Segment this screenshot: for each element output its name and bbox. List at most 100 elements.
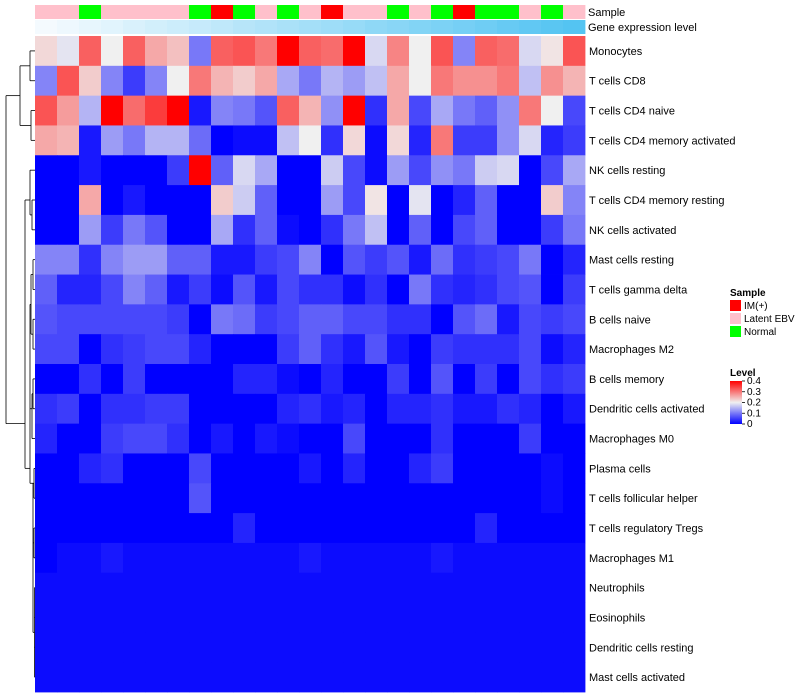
heatmap-cell [145, 423, 168, 454]
heatmap-cell [541, 513, 564, 544]
heatmap-cell [145, 662, 168, 693]
heatmap-cell [167, 453, 190, 484]
heatmap-cell [167, 393, 190, 425]
heatmap-cell [497, 423, 520, 454]
expression-annotation-cell [57, 20, 80, 34]
heatmap-cell [189, 95, 212, 126]
sample-annotation-cell [101, 5, 124, 19]
sample-annotation-cell [79, 5, 102, 19]
heatmap-cell [343, 214, 366, 246]
heatmap-cell [57, 662, 80, 693]
heatmap-cell [233, 334, 256, 365]
heatmap-cell [431, 513, 454, 544]
heatmap-cell [123, 513, 146, 544]
heatmap-cell [145, 214, 168, 246]
heatmap-cell [343, 572, 366, 603]
heatmap-cell [475, 244, 498, 275]
heatmap-cell [475, 185, 498, 216]
heatmap-cells [35, 36, 586, 693]
heatmap-cell [365, 125, 388, 156]
row-label: Monocytes [589, 46, 643, 58]
heatmap-cell [79, 513, 102, 544]
heatmap-cell [233, 453, 256, 484]
heatmap-cell [79, 36, 102, 67]
heatmap-cell [189, 632, 212, 663]
heatmap-cell [233, 95, 256, 126]
heatmap-cell [541, 453, 564, 484]
expression-annotation-cell [453, 20, 476, 34]
heatmap-cell [145, 513, 168, 544]
sample-annotation-bar [35, 5, 586, 19]
row-label: T cells CD8 [589, 76, 646, 88]
heatmap-cell [563, 244, 586, 275]
heatmap-cell [299, 36, 322, 67]
heatmap-cell [123, 542, 146, 574]
heatmap-cell [453, 572, 476, 603]
heatmap-cell [387, 36, 410, 67]
heatmap-cell [167, 602, 190, 633]
heatmap-cell [167, 214, 190, 246]
heatmap-cell [233, 244, 256, 275]
heatmap-cell [453, 393, 476, 425]
heatmap-cell [409, 542, 432, 574]
heatmap-cell [299, 185, 322, 216]
heatmap-cell [541, 65, 564, 97]
sample-annotation-cell [35, 5, 58, 19]
heatmap-cell [277, 36, 300, 67]
row-label: Neutrophils [589, 583, 645, 595]
heatmap-cell [79, 364, 102, 395]
heatmap-cell [563, 36, 586, 67]
heatmap-cell [167, 244, 190, 275]
heatmap-cell [145, 95, 168, 126]
row-label: Eosinophils [589, 612, 646, 624]
heatmap-cell [541, 125, 564, 156]
heatmap-cell [145, 453, 168, 484]
heatmap-cell [343, 423, 366, 454]
heatmap-cell [255, 95, 278, 126]
heatmap-cell [211, 36, 234, 67]
heatmap-cell [563, 542, 586, 574]
heatmap-cell [563, 364, 586, 395]
row-label: Dendritic cells resting [589, 642, 694, 654]
heatmap-cell [255, 453, 278, 484]
heatmap-cell [101, 632, 124, 663]
heatmap-cell [497, 304, 520, 335]
heatmap-cell [365, 483, 388, 514]
heatmap-cell [277, 65, 300, 97]
heatmap-cell [431, 632, 454, 663]
heatmap-cell [255, 662, 278, 693]
heatmap-cell [35, 602, 58, 633]
heatmap-cell [453, 334, 476, 365]
heatmap-cell [277, 602, 300, 633]
heatmap-cell [255, 632, 278, 663]
row-label: B cells naive [589, 314, 651, 326]
heatmap-cell [35, 453, 58, 484]
heatmap-cell [233, 393, 256, 425]
heatmap-cell [519, 602, 542, 633]
heatmap-cell [189, 662, 212, 693]
heatmap-cell [277, 542, 300, 574]
heatmap-cell [321, 602, 344, 633]
heatmap-cell [35, 65, 58, 97]
heatmap-cell [233, 155, 256, 186]
heatmap-cell [541, 393, 564, 425]
heatmap-cell [145, 244, 168, 275]
heatmap-cell [35, 214, 58, 246]
heatmap-cell [365, 364, 388, 395]
heatmap-cell [453, 513, 476, 544]
heatmap-cell [35, 244, 58, 275]
heatmap-cell [321, 572, 344, 603]
heatmap-cell [277, 244, 300, 275]
heatmap-cell [365, 602, 388, 633]
expression-annotation-cell [343, 20, 366, 34]
heatmap-cell [409, 632, 432, 663]
row-label: T cells follicular helper [589, 493, 698, 505]
heatmap-cell [211, 483, 234, 514]
heatmap-cell [409, 453, 432, 484]
heatmap-cell [277, 662, 300, 693]
heatmap-cell [57, 542, 80, 574]
heatmap-cell [299, 632, 322, 663]
heatmap-cell [299, 95, 322, 126]
heatmap-cell [233, 36, 256, 67]
heatmap-cell [453, 36, 476, 67]
